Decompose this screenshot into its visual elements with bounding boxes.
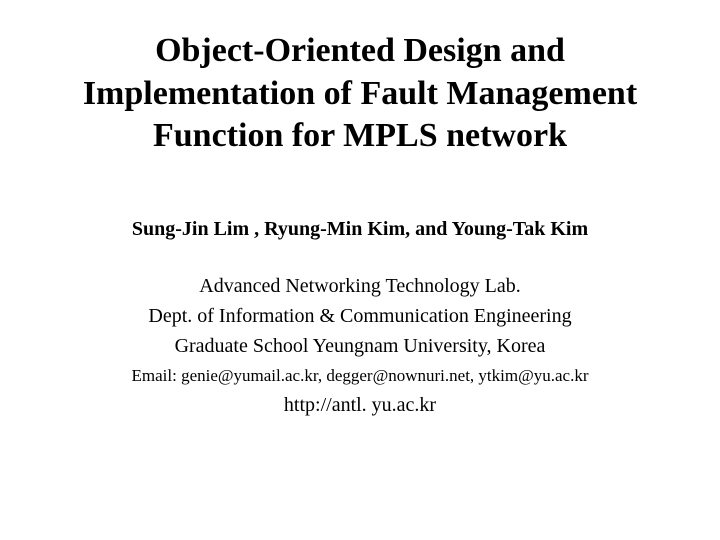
department: Dept. of Information & Communication Eng…: [40, 301, 680, 331]
slide-title: Object-Oriented Design and Implementatio…: [40, 30, 680, 158]
email-line: Email: genie@yumail.ac.kr, degger@nownur…: [40, 363, 680, 389]
authors-line: Sung-Jin Lim , Ryung-Min Kim, and Young-…: [40, 218, 680, 241]
lab-name: Advanced Networking Technology Lab.: [40, 271, 680, 301]
affiliation-block: Advanced Networking Technology Lab. Dept…: [40, 271, 680, 421]
school: Graduate School Yeungnam University, Kor…: [40, 331, 680, 361]
website-line: http://antl. yu.ac.kr: [40, 390, 680, 420]
slide-container: Object-Oriented Design and Implementatio…: [0, 0, 720, 540]
